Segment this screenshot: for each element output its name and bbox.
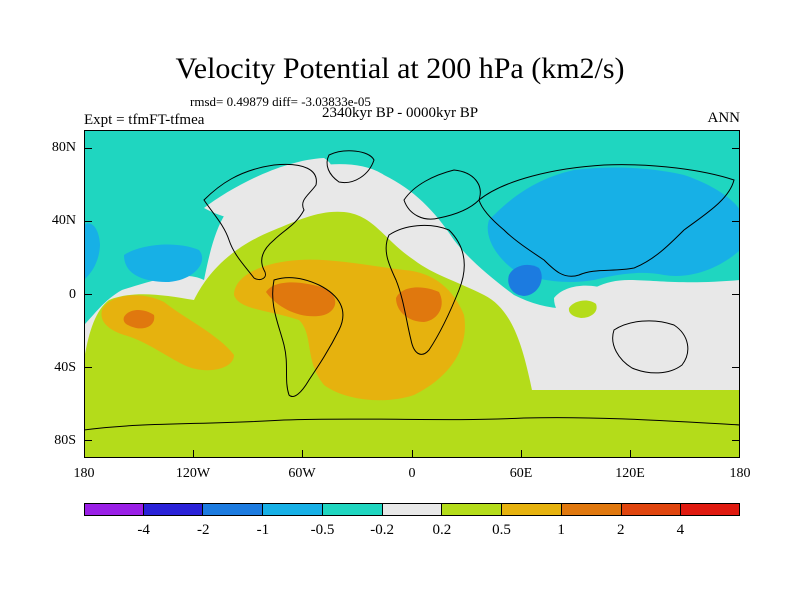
lat-tick — [84, 294, 92, 295]
field-positive-weak-indonesia — [568, 300, 597, 318]
colorbar-swatch-3 — [263, 503, 323, 516]
lon-label-120w: 120W — [175, 466, 211, 481]
colorbar-label: 0.5 — [492, 522, 511, 538]
colorbar-label: -2 — [197, 522, 210, 538]
colorbar-swatch-0 — [84, 503, 144, 516]
season-label: ANN — [707, 110, 741, 126]
field-negative-weak-pacific — [124, 244, 203, 282]
colorbar-frame — [84, 503, 740, 516]
coastline-asia — [478, 164, 735, 277]
lat-tick — [84, 440, 92, 441]
lat-tick — [732, 148, 740, 149]
field-negative-weak-atlantic — [84, 223, 100, 280]
field-negative-mid-asia — [508, 264, 542, 296]
lon-label-120e: 120E — [615, 466, 645, 481]
lon-tick — [630, 450, 631, 458]
coastline-australia — [612, 320, 689, 374]
colorbar-label: -0.2 — [370, 522, 395, 538]
lon-label-180e: 180 — [729, 466, 751, 481]
coastlines — [84, 150, 740, 431]
colorbar-swatch-7 — [502, 503, 562, 516]
colorbar — [84, 503, 741, 516]
plot-title: Velocity Potential at 200 hPa (km2/s) — [175, 52, 625, 85]
lon-tick — [412, 450, 413, 458]
field-positive-strong-america — [266, 282, 336, 317]
colorbar-label: 1 — [557, 522, 565, 538]
field-negative-weak-asia — [487, 167, 740, 282]
velocity-potential-map — [84, 130, 740, 458]
coastline-north-america — [203, 163, 317, 281]
field-positive-strong-pacific — [123, 309, 155, 329]
lat-label-40s: 40S — [54, 360, 76, 375]
colorbar-label: 0.2 — [432, 522, 452, 538]
lat-label-80n: 80N — [51, 140, 76, 155]
lat-tick — [732, 367, 740, 368]
coastline-greenland — [326, 150, 375, 184]
lon-label-60w: 60W — [288, 466, 316, 481]
colorbar-label: -1 — [256, 522, 270, 538]
stats-label: rmsd= 0.49879 diff= -3.03833e-05 — [190, 94, 371, 109]
colorbar-label: 4 — [676, 522, 685, 538]
lon-tick — [302, 450, 303, 458]
lat-tick — [84, 221, 92, 222]
lat-tick — [84, 367, 92, 368]
colorbar-swatch-6 — [442, 503, 503, 516]
coastline-africa — [385, 225, 465, 355]
lon-label-0: 0 — [408, 466, 416, 481]
colorbar-swatch-4 — [322, 503, 383, 516]
lon-tick — [193, 450, 194, 458]
lat-label-80s: 80S — [54, 433, 76, 448]
field-positive-strong-africa — [396, 287, 442, 322]
experiment-label: Expt = tfmFT-tfmea — [84, 112, 205, 128]
colorbar-swatch-9 — [621, 503, 682, 516]
colorbar-swatch-8 — [561, 503, 622, 516]
lat-tick — [732, 440, 740, 441]
colorbar-swatch-5 — [382, 503, 443, 516]
lat-tick — [732, 294, 740, 295]
lat-label-40n: 40N — [51, 213, 76, 228]
coastline-antarctica — [84, 417, 740, 431]
field-near-zero-north — [204, 158, 333, 222]
colorbar-swatch-1 — [143, 503, 204, 516]
field-positive-weak-pacific — [84, 388, 740, 458]
lat-label-0: 0 — [69, 287, 76, 302]
lat-tick — [84, 148, 92, 149]
colorbar-swatch-10 — [681, 503, 741, 516]
colorbar-label: -0.5 — [310, 522, 335, 538]
colorbar-label: 2 — [616, 522, 625, 538]
colorbar-swatch-2 — [203, 503, 264, 516]
lon-tick — [521, 450, 522, 458]
lat-tick — [732, 221, 740, 222]
lon-label-60e: 60E — [509, 466, 533, 481]
colorbar-label: -4 — [137, 522, 150, 538]
coastline-south-america — [272, 277, 344, 397]
lon-label-180w: 180 — [73, 466, 95, 481]
period-label: 2340kyr BP - 0000kyr BP — [322, 105, 479, 121]
